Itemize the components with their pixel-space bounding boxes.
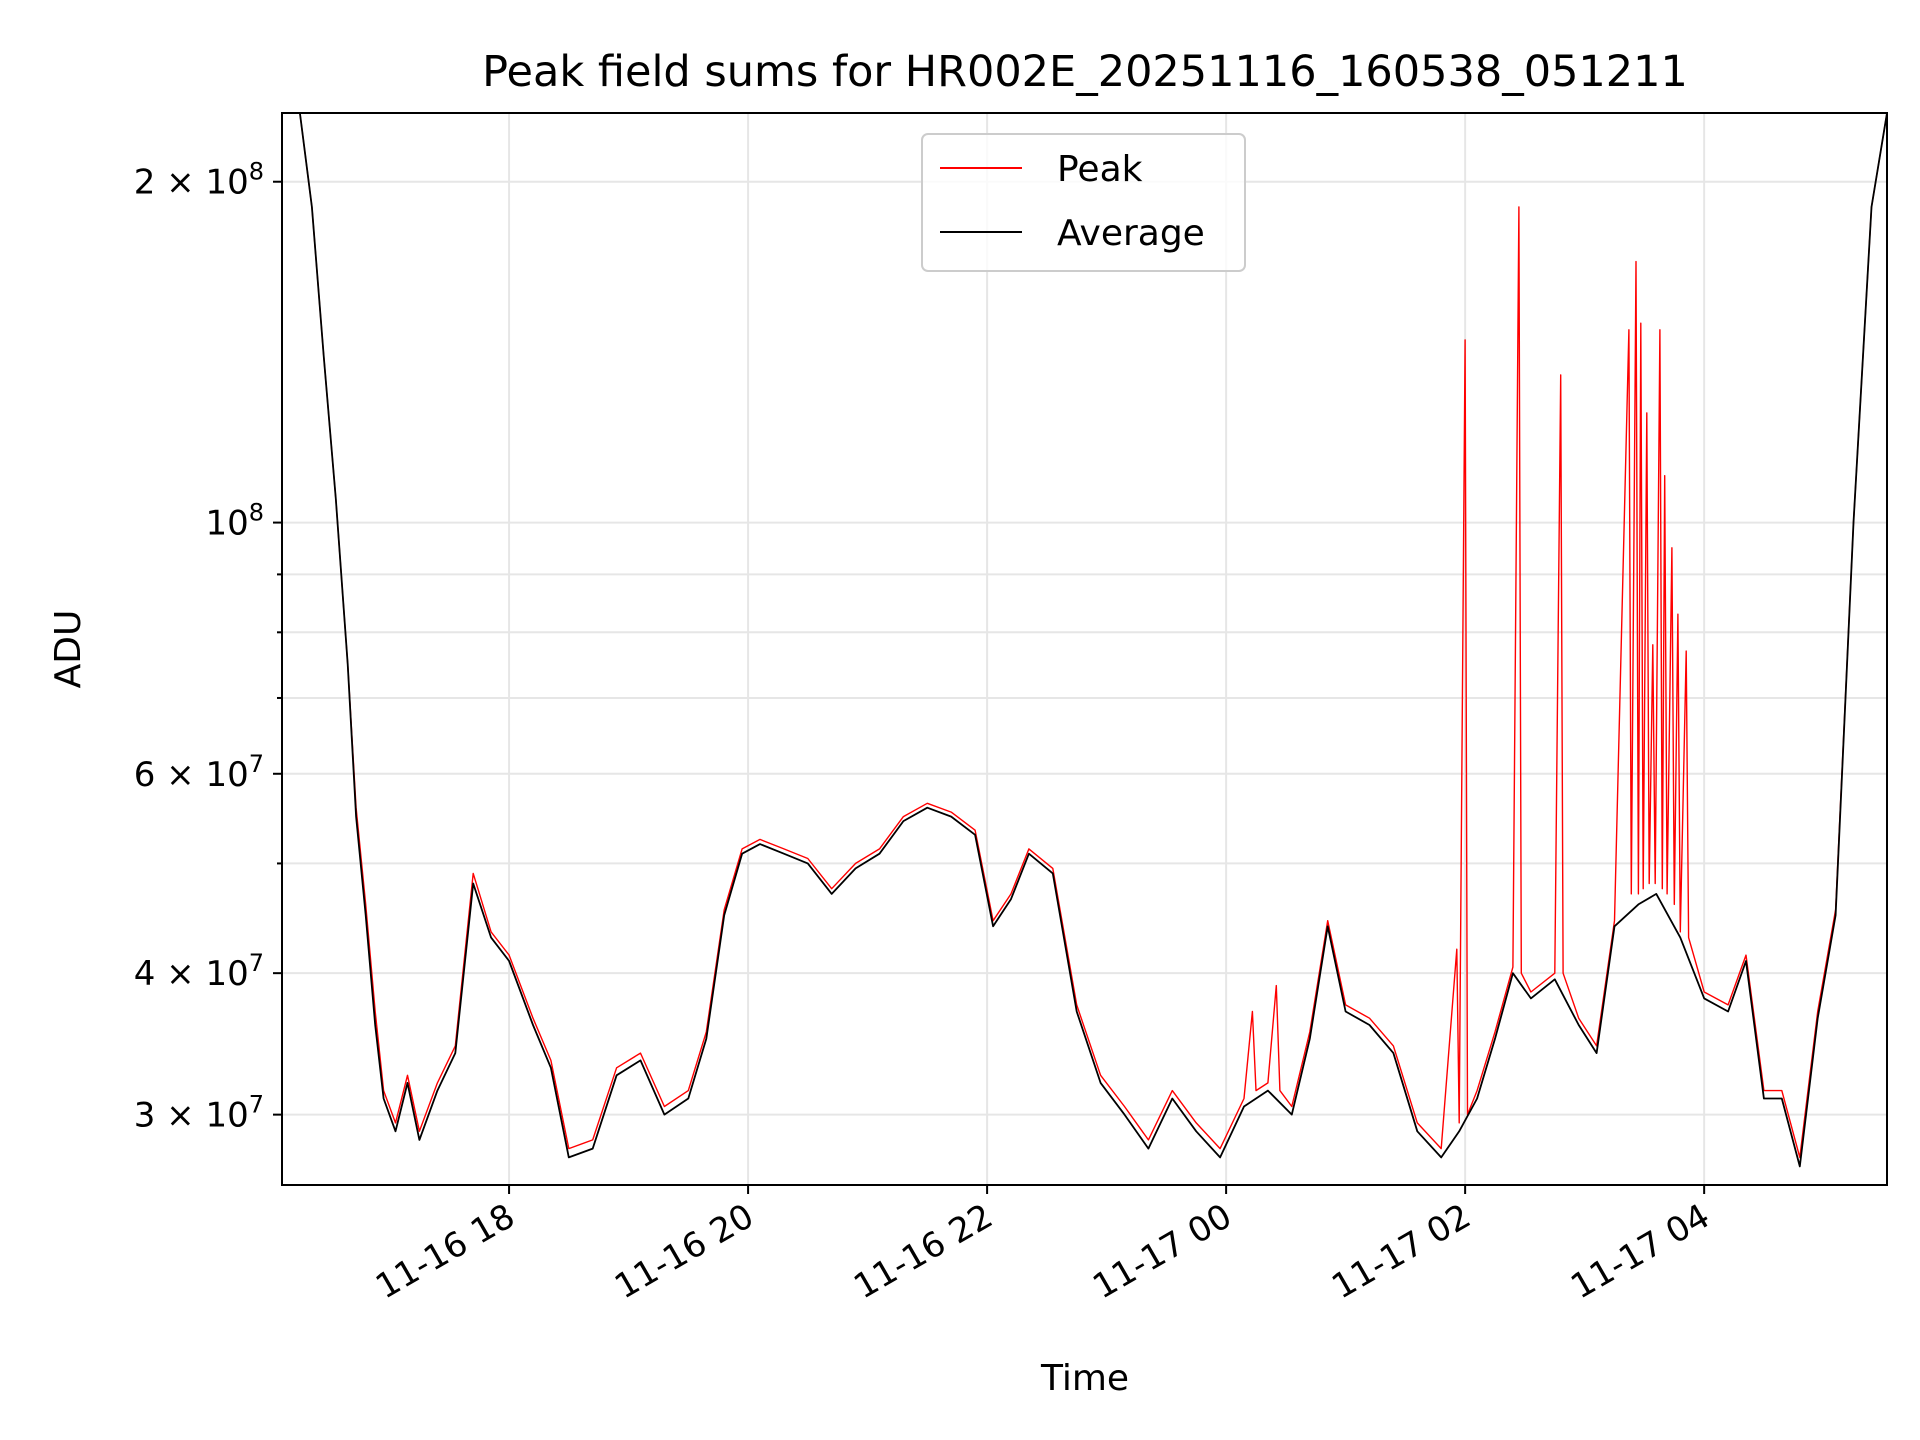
legend: Peak Average xyxy=(921,133,1246,272)
plot-frame xyxy=(281,112,1888,1186)
y-tick-label: 3 × 107 xyxy=(134,1091,264,1136)
y-axis-label: ADU xyxy=(48,610,89,689)
series-line-peak xyxy=(299,113,1887,1159)
legend-label-peak: Peak xyxy=(1057,149,1143,190)
x-axis-label: Time xyxy=(1040,1358,1129,1399)
series-layer xyxy=(299,113,1887,1168)
series-line-average xyxy=(299,113,1887,1168)
chart-title: Peak field sums for HR002E_20251116_1605… xyxy=(482,47,1688,97)
legend-label-average: Average xyxy=(1057,213,1205,254)
y-tick-label: 2 × 108 xyxy=(134,158,264,203)
grid-layer xyxy=(282,113,1887,1185)
y-tick-label: 108 xyxy=(205,499,264,544)
y-tick-label: 4 × 107 xyxy=(134,949,264,994)
y-tick-label: 6 × 107 xyxy=(134,750,264,795)
